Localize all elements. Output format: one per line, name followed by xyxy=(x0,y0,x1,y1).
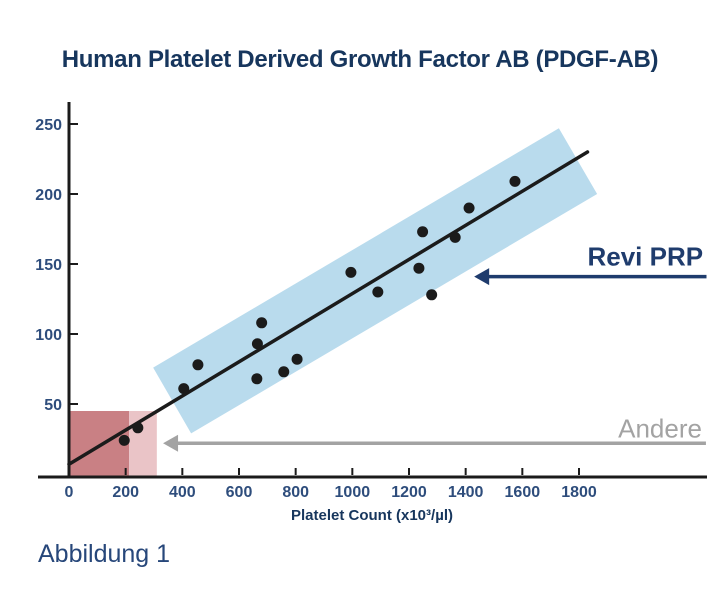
scatter-point xyxy=(251,338,263,350)
x-tick-label: 600 xyxy=(226,484,253,501)
scatter-point xyxy=(278,366,290,378)
revi-prp-label: Revi PRP xyxy=(587,241,703,271)
y-tick-label: 200 xyxy=(35,187,62,204)
scatter-point xyxy=(417,226,429,238)
scatter-point xyxy=(118,434,130,446)
chart-title: Human Platelet Derived Growth Factor AB … xyxy=(61,46,659,73)
andere-label: Andere xyxy=(618,414,702,444)
scatter-point xyxy=(256,317,268,329)
y-tick-label: 50 xyxy=(44,397,62,414)
andere-arrowhead xyxy=(163,434,179,452)
scatter-point xyxy=(178,383,190,395)
trend-line xyxy=(67,150,590,466)
region-andere-dark xyxy=(69,411,130,476)
scatter-point xyxy=(372,286,384,298)
x-tick-label: 200 xyxy=(112,484,139,501)
scatter-point xyxy=(426,289,438,301)
scatter-point xyxy=(413,262,425,274)
scatter-point xyxy=(132,422,144,434)
x-tick-label: 400 xyxy=(169,484,196,501)
scatter-point xyxy=(449,231,461,243)
scatter-point xyxy=(463,202,475,214)
x-tick-label: 1000 xyxy=(335,484,371,501)
x-axis-title: Platelet Count (x10³/µl) xyxy=(291,507,453,524)
scatter-point xyxy=(192,359,204,371)
scatter-point xyxy=(291,353,303,365)
figure-caption: Abbildung 1 xyxy=(38,540,171,568)
y-tick-label: 150 xyxy=(35,257,62,274)
scatter-point xyxy=(345,266,357,278)
region-andere-light xyxy=(129,411,157,476)
x-tick-label: 1200 xyxy=(391,484,427,501)
y-tick-label: 250 xyxy=(35,117,62,134)
scatter-point xyxy=(251,373,263,385)
y-tick-label: 100 xyxy=(35,327,62,344)
x-tick-label: 800 xyxy=(282,484,309,501)
x-tick-label: 0 xyxy=(65,484,74,501)
revi-prp-arrowhead xyxy=(474,268,490,286)
x-tick-label: 1600 xyxy=(505,484,541,501)
scatter-point xyxy=(509,175,521,187)
x-tick-label: 1800 xyxy=(561,484,597,501)
x-tick-label: 1400 xyxy=(448,484,484,501)
